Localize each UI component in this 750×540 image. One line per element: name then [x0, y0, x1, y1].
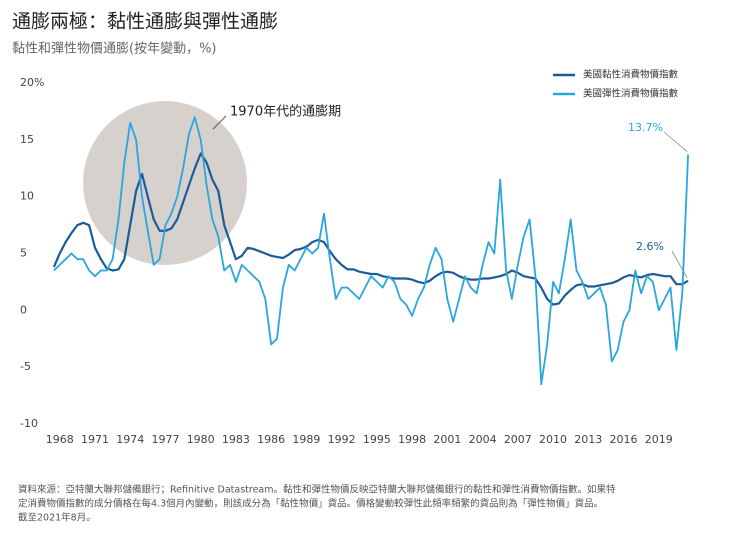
plot-area: 2.6% 13.7%: [52, 116, 689, 386]
chart-title: 通膨兩極：黏性通膨與彈性通膨: [12, 11, 278, 33]
y-tick-label: -10: [20, 417, 38, 430]
series-line: [53, 116, 689, 386]
x-tick-label: 1971: [81, 433, 109, 446]
x-tick-label: 1995: [363, 433, 391, 446]
annotation: 1970年代的通膨期: [230, 104, 341, 120]
chart-subtitle: 黏性和彈性物價通膨(按年變動，%): [12, 41, 217, 57]
y-tick-label: 5: [20, 247, 27, 260]
y-tick-label: 0: [20, 303, 27, 316]
x-tick-label: 2010: [539, 433, 567, 446]
x-tick-label: 1992: [328, 433, 356, 446]
y-tick-label: 20%: [20, 76, 44, 89]
x-tick-label: 1998: [398, 433, 426, 446]
y-tick-label: 10: [20, 190, 34, 203]
x-tick-label: 1968: [46, 433, 74, 446]
x-tick-label: 1974: [116, 433, 144, 446]
x-tick-label: 1980: [187, 433, 215, 446]
legend-label: 美國黏性消費物價指數: [583, 69, 679, 81]
x-tick-label: 1989: [292, 433, 320, 446]
y-tick-label: 15: [20, 133, 34, 146]
annotation-leader: [212, 115, 227, 130]
source-note: 截至2021年8月。: [18, 512, 96, 524]
end-label: 13.7%: [628, 121, 663, 134]
x-tick-label: 2019: [645, 433, 673, 446]
x-tick-label: 1983: [222, 433, 250, 446]
x-tick-label: 2013: [574, 433, 602, 446]
end-label-leader: [663, 131, 688, 152]
x-tick-label: 2007: [504, 433, 532, 446]
x-tick-label: 2004: [469, 433, 497, 446]
end-label: 2.6%: [636, 240, 664, 253]
x-tick-label: 1977: [151, 433, 179, 446]
y-tick-label: -5: [20, 360, 31, 373]
x-tick-label: 1986: [257, 433, 285, 446]
x-tick-label: 2001: [433, 433, 461, 446]
highlight-circle: [83, 101, 247, 265]
end-label-leader: [671, 250, 688, 278]
x-tick-label: 2016: [610, 433, 638, 446]
source-note: 定消費物價指數的成分價格在每4.3個月內變動，則該成分為「黏性物價」貨品。價格變…: [18, 498, 603, 510]
legend-label: 美國彈性消費物價指數: [583, 88, 679, 100]
source-note: 資料來源：亞特蘭大聯邦儲備銀行；Refinitive Datastream。黏性…: [18, 484, 616, 496]
